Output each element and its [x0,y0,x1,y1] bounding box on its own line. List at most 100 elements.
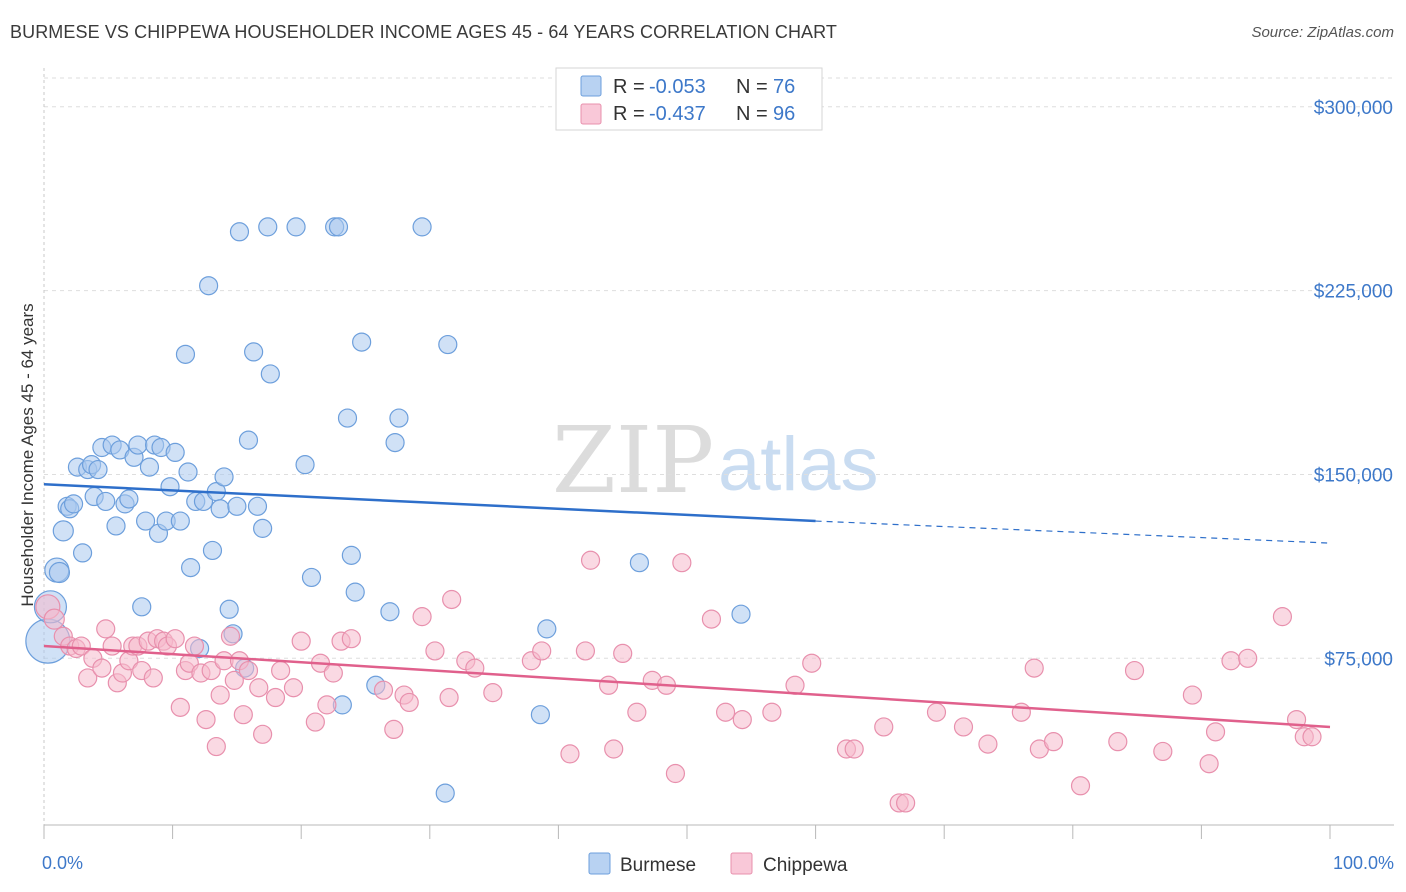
burmese-point-49 [238,430,259,450]
chippewa-point-99 [1221,651,1241,671]
chippewa-point-87 [978,734,998,754]
burmese-point-64 [352,332,372,352]
burmese-point-39 [199,276,219,296]
chippewa-point-53 [399,692,419,713]
burmese-point-75 [731,604,751,624]
burmese-point-46 [227,496,247,516]
chippewa-point-68 [613,643,633,664]
chippewa-point-89 [1024,658,1044,678]
chippewa-point-77 [762,702,782,722]
legend-n-label-chippewa: N = [736,103,768,125]
burmese-point-42 [210,499,230,519]
chippewa-point-36 [233,705,253,725]
chippewa-point-43 [291,631,311,651]
legend-r-value-burmese: -0.053 [649,76,706,98]
chippewa-point-73 [672,553,692,573]
burmese-point-44 [219,599,239,619]
chippewa-point-44 [305,712,325,732]
burmese-point-66 [380,602,400,622]
chippewa-point-26 [184,636,205,656]
chippewa-points [35,550,1322,813]
chippewa-point-34 [224,670,244,690]
chippewa-point-30 [206,736,226,757]
burmese-point-13 [88,459,108,480]
burmese-point-71 [438,334,458,355]
burmese-point-74 [629,553,650,573]
series-legend-swatch-chippewa [730,852,753,875]
burmese-point-62 [341,545,361,565]
chippewa-point-84 [896,793,916,813]
chippewa-trend-line [43,644,1331,729]
burmese-point-15 [96,491,116,512]
chippewa-point-62 [532,641,552,661]
chippewa-point-6 [78,668,98,688]
chippewa-point-29 [201,660,221,681]
chippewa-point-82 [874,717,894,737]
burmese-point-69 [412,217,432,237]
chippewa-point-69 [627,702,647,722]
axes [43,68,1394,839]
burmese-point-43 [214,467,234,487]
chippewa-point-98 [1205,722,1226,742]
chippewa-point-39 [253,724,273,744]
burmese-point-52 [253,518,273,538]
x-tick-label-end: 100.0% [1333,853,1394,873]
burmese-point-54 [260,364,280,384]
chippewa-point-81 [844,739,864,759]
burmese-point-59 [328,217,349,237]
chippewa-point-51 [384,719,404,739]
watermark: ZIP atlas [552,407,879,514]
burmese-point-51 [247,496,268,516]
burmese-trend-line [43,483,816,523]
y-tick-label-0: $75,000 [1324,649,1393,670]
chippewa-point-31 [210,685,230,705]
burmese-point-61 [337,408,358,428]
chippewa-point-37 [238,660,259,681]
chippewa-point-67 [604,739,624,759]
chippewa-point-91 [1043,732,1064,752]
chippewa-point-79 [802,653,822,673]
burmese-point-57 [301,567,322,588]
source-label: Source: ZipAtlas.com [1251,24,1394,41]
y-tick-labels: $75,000 $150,000 $225,000 $300,000 [1314,98,1393,671]
chippewa-point-100 [1238,648,1258,668]
burmese-point-72 [530,705,550,725]
chippewa-point-41 [271,660,291,681]
burmese-point-24 [135,511,156,531]
chippewa-point-23 [170,697,190,717]
chippewa-point-97 [1199,754,1219,774]
chart-title: BURMESE VS CHIPPEWA HOUSEHOLDER INCOME A… [10,22,838,42]
series-legend-swatch-burmese [588,852,611,875]
chippewa-point-22 [165,629,185,649]
chippewa-point-50 [373,680,394,700]
burmese-point-50 [244,342,264,362]
burmese-point-9 [72,543,93,563]
chippewa-point-60 [483,683,503,703]
burmese-point-33 [175,344,196,364]
chippewa-point-33 [220,626,241,646]
burmese-point-22 [128,435,148,455]
chippewa-point-28 [196,709,216,730]
burmese-point-55 [286,217,306,237]
burmese-point-70 [435,783,455,803]
chippewa-point-75 [715,702,736,722]
chippewa-point-57 [442,589,462,610]
gridlines [44,77,1394,659]
burmese-point-47 [229,222,250,242]
correlation-legend: R = -0.053 N = 76 R = -0.437 N = 96 [555,67,823,131]
chippewa-point-46 [317,695,337,715]
chippewa-point-54 [412,607,432,627]
burmese-point-73 [537,619,557,639]
burmese-point-40 [202,540,223,561]
burmese-point-7 [63,494,84,514]
chippewa-point-40 [265,687,286,708]
y-tick-label-3: $300,000 [1314,98,1393,119]
burmese-point-25 [139,457,160,477]
burmese-point-53 [258,217,278,237]
chippewa-point-56 [439,687,459,708]
chippewa-point-8 [92,658,112,678]
legend-r-value-chippewa: -0.437 [649,103,706,125]
chippewa-point-76 [732,709,752,730]
legend-swatch-chippewa [580,103,602,125]
